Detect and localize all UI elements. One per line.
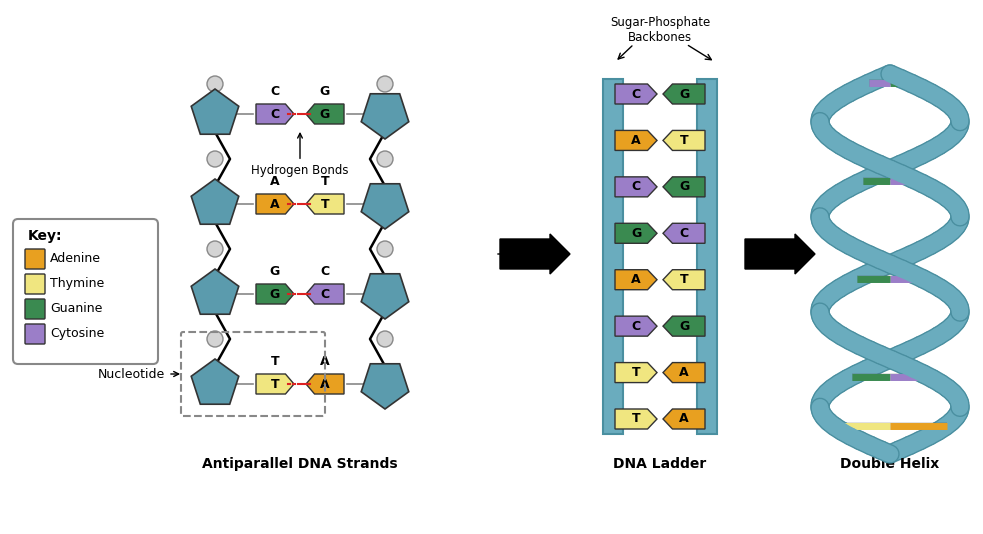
Circle shape bbox=[377, 331, 393, 347]
Polygon shape bbox=[306, 284, 344, 304]
Text: A: A bbox=[679, 412, 689, 426]
Polygon shape bbox=[615, 223, 657, 244]
Text: T: T bbox=[679, 134, 688, 147]
Polygon shape bbox=[361, 184, 409, 229]
Polygon shape bbox=[192, 359, 239, 404]
Polygon shape bbox=[615, 177, 657, 197]
Polygon shape bbox=[663, 130, 705, 151]
Polygon shape bbox=[615, 409, 657, 429]
Text: T: T bbox=[320, 198, 329, 210]
Text: C: C bbox=[631, 88, 641, 100]
Text: Antiparallel DNA Strands: Antiparallel DNA Strands bbox=[202, 457, 398, 471]
Polygon shape bbox=[256, 194, 294, 214]
Text: Thymine: Thymine bbox=[50, 278, 104, 290]
Polygon shape bbox=[615, 316, 657, 336]
Polygon shape bbox=[192, 89, 239, 134]
Polygon shape bbox=[663, 316, 705, 336]
FancyBboxPatch shape bbox=[603, 79, 623, 434]
FancyBboxPatch shape bbox=[25, 274, 45, 294]
Text: Key:: Key: bbox=[28, 229, 63, 243]
Polygon shape bbox=[361, 274, 409, 319]
FancyBboxPatch shape bbox=[25, 324, 45, 344]
Text: Adenine: Adenine bbox=[50, 253, 101, 265]
Text: T: T bbox=[270, 378, 279, 390]
Polygon shape bbox=[615, 84, 657, 104]
Text: T: T bbox=[270, 355, 279, 368]
Circle shape bbox=[377, 76, 393, 92]
Circle shape bbox=[377, 151, 393, 167]
Polygon shape bbox=[663, 177, 705, 197]
FancyBboxPatch shape bbox=[25, 249, 45, 269]
Text: C: C bbox=[270, 107, 279, 121]
Polygon shape bbox=[192, 269, 239, 314]
Text: Sugar-Phosphate
Backbones: Sugar-Phosphate Backbones bbox=[609, 16, 710, 44]
Polygon shape bbox=[663, 223, 705, 244]
Polygon shape bbox=[615, 363, 657, 382]
Polygon shape bbox=[306, 194, 344, 214]
FancyArrow shape bbox=[500, 234, 570, 274]
Text: T: T bbox=[632, 412, 640, 426]
Text: C: C bbox=[631, 180, 641, 193]
Polygon shape bbox=[192, 179, 239, 224]
Text: A: A bbox=[679, 366, 689, 379]
Text: Cytosine: Cytosine bbox=[50, 327, 104, 341]
FancyBboxPatch shape bbox=[697, 79, 717, 434]
Polygon shape bbox=[615, 270, 657, 290]
Polygon shape bbox=[615, 130, 657, 151]
Text: DNA Ladder: DNA Ladder bbox=[613, 457, 707, 471]
Text: G: G bbox=[679, 320, 689, 333]
FancyBboxPatch shape bbox=[13, 219, 158, 364]
FancyArrow shape bbox=[745, 234, 815, 274]
Text: Hydrogen Bonds: Hydrogen Bonds bbox=[252, 134, 349, 177]
Polygon shape bbox=[361, 94, 409, 139]
Text: C: C bbox=[320, 265, 329, 278]
Text: C: C bbox=[679, 227, 688, 240]
Polygon shape bbox=[361, 364, 409, 409]
Circle shape bbox=[207, 331, 223, 347]
Polygon shape bbox=[663, 363, 705, 382]
Text: A: A bbox=[270, 198, 280, 210]
Text: T: T bbox=[320, 175, 329, 188]
Polygon shape bbox=[256, 104, 294, 124]
Polygon shape bbox=[663, 409, 705, 429]
Text: G: G bbox=[631, 227, 641, 240]
Polygon shape bbox=[663, 270, 705, 290]
FancyBboxPatch shape bbox=[25, 299, 45, 319]
Text: A: A bbox=[320, 355, 330, 368]
Circle shape bbox=[207, 241, 223, 257]
Circle shape bbox=[207, 76, 223, 92]
Text: Guanine: Guanine bbox=[50, 302, 102, 316]
Text: G: G bbox=[319, 107, 330, 121]
Text: Double Helix: Double Helix bbox=[840, 457, 940, 471]
Text: A: A bbox=[631, 273, 641, 286]
Text: G: G bbox=[679, 180, 689, 193]
Text: A: A bbox=[631, 134, 641, 147]
Polygon shape bbox=[306, 374, 344, 394]
Text: T: T bbox=[679, 273, 688, 286]
Circle shape bbox=[207, 151, 223, 167]
Text: G: G bbox=[319, 85, 330, 98]
Text: C: C bbox=[320, 287, 329, 301]
Polygon shape bbox=[256, 284, 294, 304]
Text: G: G bbox=[679, 88, 689, 100]
Text: Nucleotide: Nucleotide bbox=[98, 367, 179, 381]
Polygon shape bbox=[256, 374, 294, 394]
Text: C: C bbox=[270, 85, 279, 98]
Text: A: A bbox=[320, 378, 330, 390]
Text: A: A bbox=[270, 175, 280, 188]
Text: G: G bbox=[270, 287, 280, 301]
Circle shape bbox=[377, 241, 393, 257]
Polygon shape bbox=[306, 104, 344, 124]
Text: G: G bbox=[270, 265, 280, 278]
Text: C: C bbox=[631, 320, 641, 333]
Polygon shape bbox=[663, 84, 705, 104]
Text: T: T bbox=[632, 366, 640, 379]
